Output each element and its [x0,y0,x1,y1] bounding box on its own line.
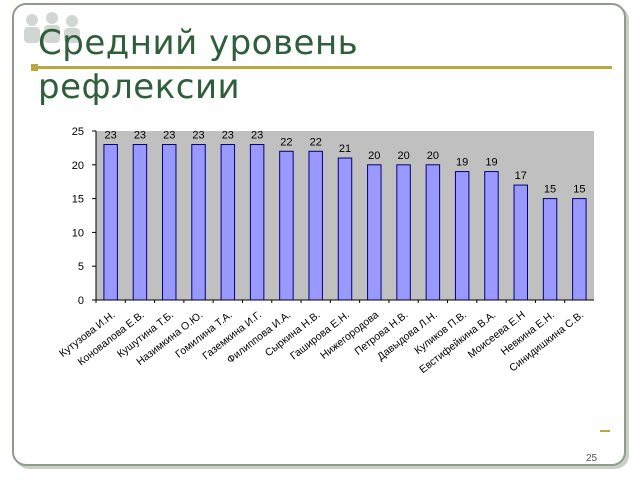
bar-value-label: 20 [368,150,380,162]
bar-value-label: 19 [485,157,497,169]
decorative-people-icon [24,12,80,43]
title-underline [38,66,612,69]
bar-value-label: 15 [573,184,585,196]
bar-value-label: 21 [339,143,351,155]
bar [542,198,558,301]
y-tick-label: 5 [78,261,84,273]
corner-accent [600,430,610,432]
bar-value-label: 23 [163,130,175,142]
bar [484,171,499,301]
bar [513,184,529,301]
category-labels: Кутузова И.Н.Коновалова Е.В.Кушутина Т.Б… [57,300,586,376]
bar-value-label: 23 [192,130,204,142]
bar-value-label: 23 [222,130,234,142]
bar [572,198,587,301]
y-tick-label: 15 [72,194,84,206]
bar-value-label: 23 [105,130,117,142]
bar [220,144,236,301]
bar [103,144,118,301]
data-labels: 23 23 23 23 23 23 22 22 21 20 20 20 19 19 17 15 15 [105,130,586,196]
bar-value-label: 20 [397,150,409,162]
bar [396,164,411,301]
bar-value-label: 23 [251,130,263,142]
bar [308,150,323,301]
y-tick-label: 20 [72,160,84,172]
bar-value-label: 22 [310,136,322,148]
y-tick-label: 25 [72,126,84,138]
page-number: 25 [586,453,598,464]
bar [367,164,382,301]
bar [249,144,265,301]
bar-value-label: 19 [456,157,468,169]
bar-value-label: 23 [134,130,146,142]
bar [337,157,353,301]
bar-value-label: 20 [427,150,439,162]
bar-value-label: 17 [515,170,527,182]
slide-title-line-2: рефлексии [38,67,241,107]
slide-title-line-1: Средний уровень [38,23,359,63]
bar [425,164,441,301]
bar-value-label: 22 [280,136,292,148]
bar [454,171,470,301]
title-accent-square [31,64,38,71]
bar [279,150,294,301]
bar [191,144,206,301]
bar-value-label: 15 [544,184,556,196]
y-tick-label: 0 [78,295,84,307]
y-tick-label: 10 [72,227,84,239]
y-axis-ticks: 0 5 10 15 20 25 [72,126,96,307]
slide-title: Средний уровень рефлексии [38,22,598,108]
bar [161,144,177,301]
bar [132,144,148,301]
